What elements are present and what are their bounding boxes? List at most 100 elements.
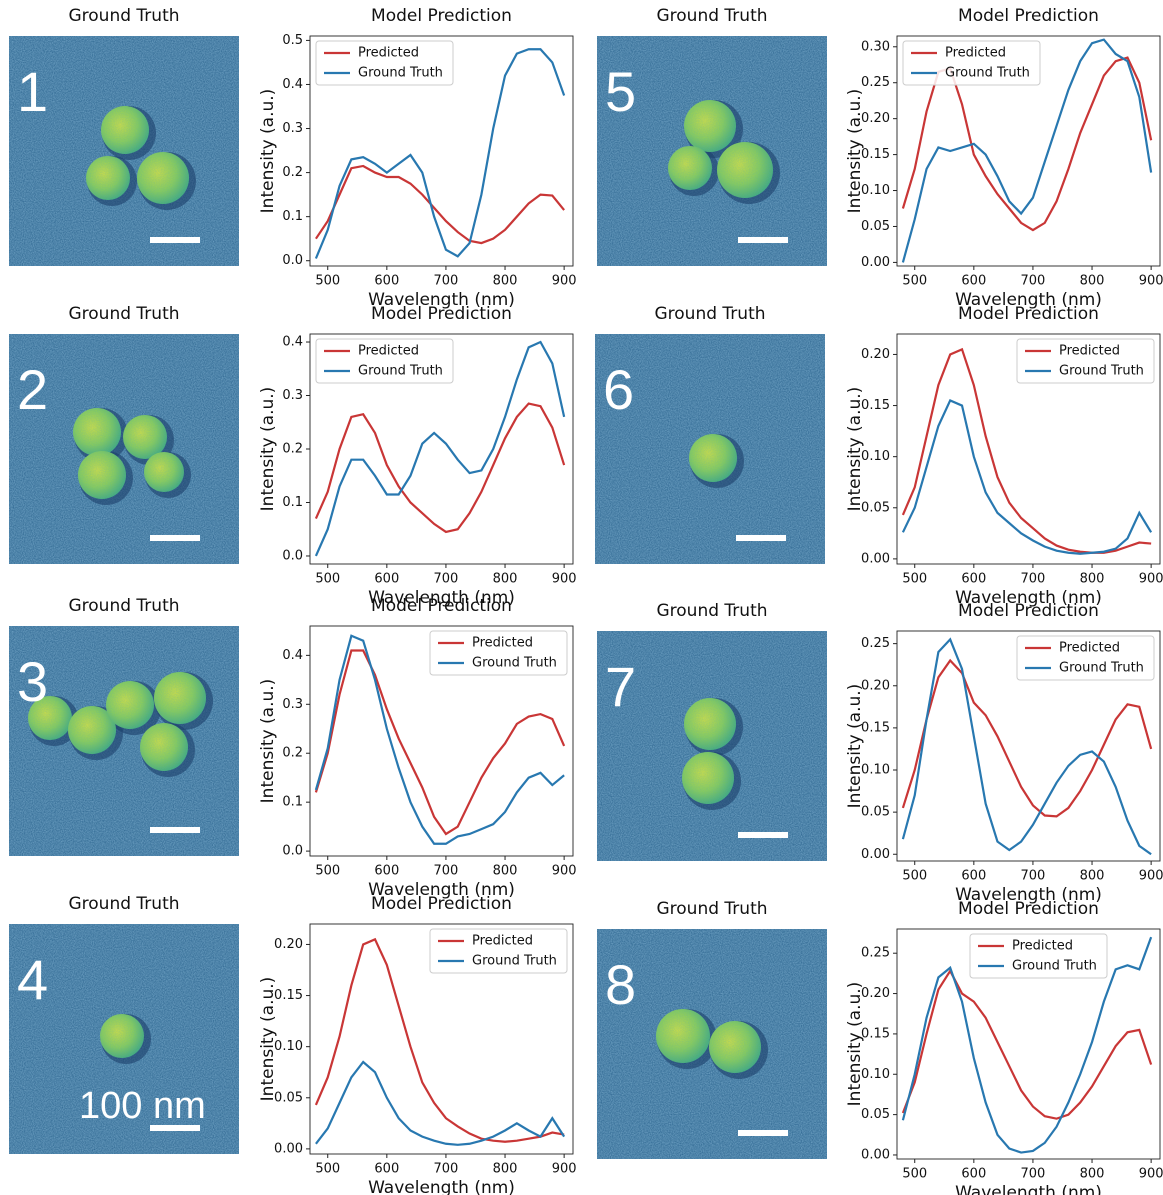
particle-grain <box>86 156 130 200</box>
scale-bar <box>150 827 200 833</box>
legend-box <box>1016 635 1155 681</box>
panel-number: 4 <box>17 948 48 1011</box>
plot-frame <box>896 333 1161 565</box>
series-line <box>314 937 565 1143</box>
series-line <box>314 634 565 845</box>
particle-grain <box>689 434 737 482</box>
y-tick-label: 0.00 <box>861 1147 890 1162</box>
y-tick-label: 0.10 <box>861 763 890 778</box>
y-tick-label: 0.20 <box>274 937 303 952</box>
plot-frame <box>309 35 574 267</box>
legend-box <box>315 338 454 384</box>
legend-box <box>969 933 1108 979</box>
y-tick-label: 0.2 <box>282 746 303 761</box>
series-line <box>314 340 566 557</box>
x-tick-label: 500 <box>315 274 340 289</box>
y-axis-label: Intensity (a.u.) <box>845 982 865 1107</box>
series-line <box>314 402 566 534</box>
x-tick-label: 900 <box>552 1162 577 1177</box>
y-tick-label: 0.15 <box>861 1026 890 1041</box>
x-axis-label: Wavelength (nm) <box>955 1183 1102 1195</box>
x-tick-label: 600 <box>374 572 399 587</box>
x-tick-label: 700 <box>1021 869 1046 884</box>
legend: Predicted Ground Truth <box>969 933 1108 979</box>
x-tick-label: 800 <box>493 864 518 879</box>
scale-bar <box>150 1125 200 1131</box>
y-tick-label: 0.1 <box>282 495 303 510</box>
y-tick-label: 0.05 <box>861 1107 890 1122</box>
x-tick-label: 700 <box>434 274 459 289</box>
particle-grain <box>717 142 773 198</box>
x-tick-label: 900 <box>1139 1167 1163 1182</box>
series-line <box>314 649 566 836</box>
particle-grain <box>123 415 167 459</box>
x-tick-label: 800 <box>1080 1167 1105 1182</box>
particle-grain <box>682 752 734 804</box>
particle-grain <box>73 408 121 456</box>
y-tick-label: 0.25 <box>861 75 890 90</box>
image-title: Ground Truth <box>656 601 767 621</box>
scale-bar <box>150 237 200 243</box>
y-tick-label: 0.00 <box>861 255 890 270</box>
y-tick-label: 0.05 <box>274 1090 303 1105</box>
series-line <box>901 968 1153 1120</box>
particle-grain <box>668 146 712 190</box>
y-tick-label: 0.10 <box>274 1039 303 1054</box>
y-tick-label: 0.1 <box>282 209 303 224</box>
particle-grain <box>154 672 206 724</box>
y-tick-label: 0.20 <box>861 986 890 1001</box>
legend-label: Ground Truth <box>472 954 557 969</box>
x-tick-label: 700 <box>1021 274 1046 289</box>
y-tick-label: 0.30 <box>861 39 890 54</box>
legend-label: Ground Truth <box>472 656 557 671</box>
y-tick-label: 0.15 <box>861 720 890 735</box>
y-tick-label: 0.00 <box>861 551 890 566</box>
scale-bar-label: 100 nm <box>79 1085 206 1127</box>
x-tick-label: 800 <box>493 572 518 587</box>
y-tick-label: 0.05 <box>861 219 890 234</box>
sem-image: 2 <box>9 334 239 564</box>
particle-grain <box>28 696 72 740</box>
y-tick-label: 0.2 <box>282 165 303 180</box>
chart-title: Model Prediction <box>958 304 1099 324</box>
plot-frame <box>309 923 574 1155</box>
particle-grain <box>68 706 116 754</box>
legend: Predicted Ground Truth <box>429 630 568 676</box>
x-tick-label: 500 <box>902 572 927 587</box>
x-tick-label: 700 <box>1021 572 1046 587</box>
y-tick-label: 0.10 <box>861 1067 890 1082</box>
y-tick-label: 0.3 <box>282 388 303 403</box>
legend-box <box>902 40 1041 86</box>
sem-image: 8 <box>597 929 827 1159</box>
y-tick-label: 0.4 <box>282 648 303 663</box>
legend-label: Ground Truth <box>1059 364 1144 379</box>
y-tick-label: 0.0 <box>282 844 303 859</box>
plot-frame <box>896 35 1161 267</box>
x-tick-label: 700 <box>434 864 459 879</box>
x-axis-label: Wavelength (nm) <box>368 588 515 608</box>
scale-bar <box>736 535 786 541</box>
y-tick-label: 0.25 <box>861 636 890 651</box>
chart-title: Model Prediction <box>958 601 1099 621</box>
chart-title: Model Prediction <box>371 596 512 616</box>
particle-grain <box>78 451 126 499</box>
series-line <box>901 38 1153 263</box>
scale-bar <box>738 832 788 838</box>
legend-label: Ground Truth <box>358 364 443 379</box>
series-line <box>315 1060 566 1146</box>
x-tick-label: 900 <box>552 864 577 879</box>
x-tick-label: 600 <box>374 1162 399 1177</box>
x-tick-label: 500 <box>902 869 927 884</box>
x-tick-label: 600 <box>961 572 986 587</box>
x-axis-label: Wavelength (nm) <box>955 588 1102 608</box>
series-line <box>314 164 565 245</box>
x-tick-label: 500 <box>315 864 340 879</box>
y-tick-label: 0.15 <box>861 147 890 162</box>
x-tick-label: 700 <box>1021 1167 1046 1182</box>
legend-box <box>1016 338 1155 384</box>
y-axis-label: Intensity (a.u.) <box>258 679 278 804</box>
y-axis-label: Intensity (a.u.) <box>845 684 865 809</box>
y-tick-label: 0.10 <box>861 449 890 464</box>
scale-bar <box>738 237 788 243</box>
legend-label: Ground Truth <box>1012 959 1097 974</box>
